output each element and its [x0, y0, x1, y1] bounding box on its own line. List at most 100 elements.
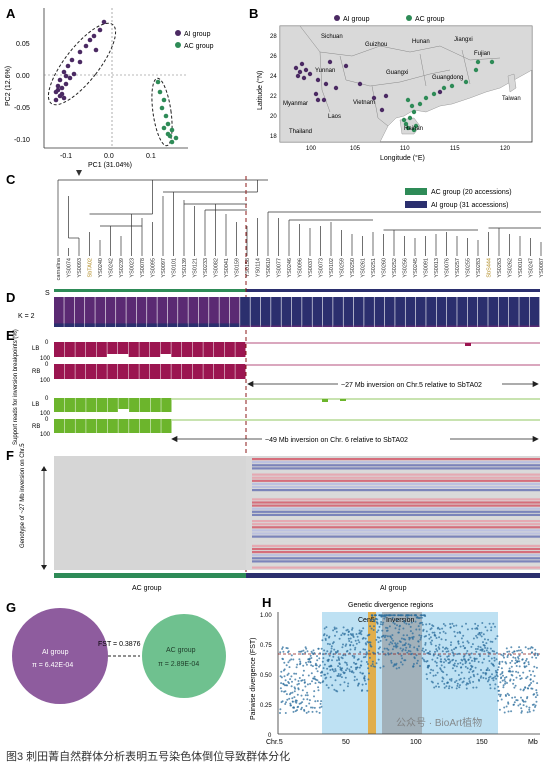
map-ac-point	[463, 79, 469, 85]
map-legend-ai-dot	[334, 15, 340, 21]
fst-point	[295, 672, 298, 675]
fst-point	[355, 642, 358, 645]
fst-point	[311, 710, 314, 713]
fst-point	[531, 656, 534, 659]
fst-point	[362, 672, 364, 675]
fst-point	[355, 668, 358, 671]
fst-point	[392, 621, 395, 624]
pca-ai-point	[77, 59, 83, 65]
fst-point	[355, 633, 358, 636]
fst-point	[455, 679, 458, 682]
fst-point	[319, 681, 322, 684]
e2-lb-t0: 0	[45, 396, 49, 402]
fst-point	[391, 642, 394, 645]
fst-point	[514, 659, 517, 662]
fst-point	[503, 678, 506, 681]
fst-point	[344, 644, 347, 647]
fst-point	[486, 680, 489, 683]
fst-point	[285, 701, 287, 704]
fst-point	[465, 622, 467, 625]
fst-point	[527, 661, 530, 664]
fst-point	[337, 665, 340, 668]
tree-legend-ai-swatch	[405, 201, 427, 208]
e2-lb-bar	[64, 398, 75, 412]
fst-xtick-4: Mb	[528, 739, 538, 746]
fst-point	[508, 694, 510, 697]
fst-point	[474, 648, 477, 650]
fst-point	[360, 664, 363, 667]
place-hainan: Hainan	[404, 126, 423, 132]
fst-point	[510, 710, 513, 713]
fst-point	[432, 653, 435, 656]
fst-point	[305, 647, 308, 650]
fst-point	[302, 649, 305, 652]
fst-point	[330, 650, 333, 653]
panel-h: H Genetic divergence regions Cen5 Invers…	[250, 595, 540, 746]
fst-point	[404, 659, 407, 662]
e2-rb-bar	[107, 419, 118, 433]
fst-point	[441, 650, 444, 653]
fst-point	[298, 677, 301, 679]
fst-point	[516, 699, 519, 702]
fst-point	[381, 650, 384, 653]
map-ac-point	[413, 123, 419, 129]
fst-point	[347, 637, 350, 640]
fst-point	[422, 658, 425, 661]
fst-point	[402, 627, 405, 630]
fst-point	[339, 675, 341, 677]
fst-point	[488, 669, 491, 672]
tree-legend-ac-swatch	[405, 188, 427, 195]
fst-point	[524, 700, 527, 703]
fst-point	[490, 626, 493, 629]
fst-point	[476, 628, 479, 630]
fst-point	[493, 656, 496, 659]
fst-point	[288, 682, 290, 685]
fst-point	[420, 634, 423, 637]
place-sichuan: Sichuan	[321, 34, 343, 40]
fst-point	[383, 636, 386, 639]
fst-point	[484, 626, 487, 629]
map-ai-point	[315, 97, 321, 103]
structure-bar-minor	[229, 323, 240, 327]
fst-point	[431, 658, 434, 661]
map-ai-point	[371, 95, 377, 101]
fst-point	[422, 628, 425, 631]
fst-point	[371, 663, 374, 666]
structure-bar-minor	[219, 323, 230, 327]
ai-group-bar-top	[246, 289, 540, 292]
figure-caption: 图3 刺田菁自然群体分析表明五号染色体倒位导致群体分化	[6, 751, 291, 763]
structure-bar	[219, 297, 230, 327]
fst-point	[471, 665, 474, 668]
structure-bar	[188, 297, 199, 327]
fst-point	[444, 632, 447, 635]
fst-point	[385, 626, 387, 629]
fst-point	[528, 706, 531, 709]
e1-lb-t0: 0	[45, 340, 49, 346]
fst-point	[291, 697, 294, 700]
fst-point	[479, 655, 481, 657]
fst-point	[298, 650, 301, 653]
fst-point	[428, 633, 431, 636]
fst-point	[474, 657, 476, 660]
fst-point	[285, 693, 288, 696]
fst-point	[458, 686, 461, 689]
map-ai-point	[315, 77, 321, 83]
fst-point	[296, 709, 298, 712]
fst-point	[359, 671, 362, 674]
fst-point	[396, 624, 398, 627]
e1-rb-bar	[139, 364, 150, 379]
heatmap-stripe	[252, 547, 540, 551]
structure-bar	[477, 297, 488, 327]
fst-point	[376, 622, 379, 625]
fst-point	[514, 684, 517, 687]
fst-point	[334, 634, 336, 637]
fst-point	[482, 671, 485, 674]
fst-point	[421, 649, 424, 652]
pca-xtick-0: -0.1	[60, 153, 72, 160]
fst-point	[531, 687, 534, 690]
fst-point	[363, 677, 366, 680]
fst-point	[335, 630, 338, 633]
fst-point	[412, 665, 415, 668]
fst-point	[512, 656, 515, 659]
fst-point	[384, 615, 387, 618]
